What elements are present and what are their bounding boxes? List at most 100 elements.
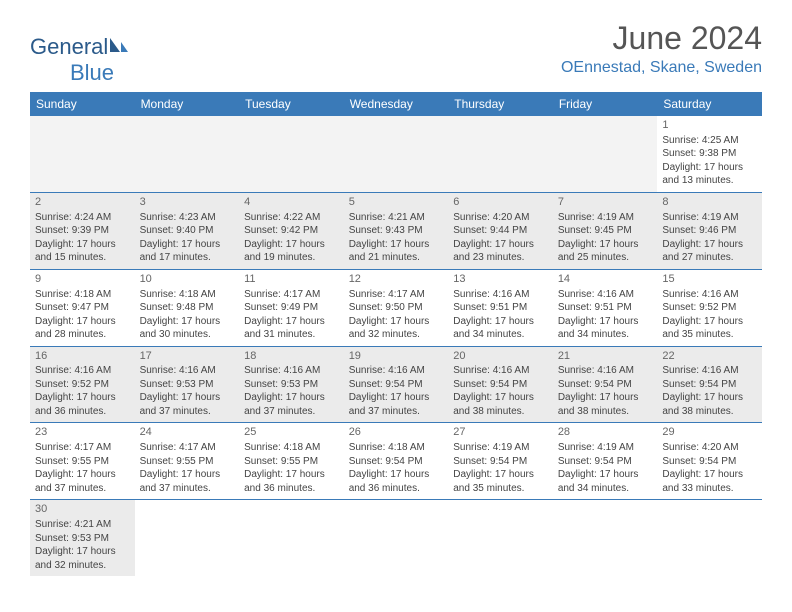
- sunrise-text: Sunrise: 4:21 AM: [35, 518, 130, 532]
- day-number: 11: [244, 272, 339, 287]
- sunrise-text: Sunrise: 4:16 AM: [453, 364, 548, 378]
- daylight-text: Daylight: 17 hours: [453, 238, 548, 252]
- day-number: 17: [140, 349, 235, 364]
- calendar-cell: 5Sunrise: 4:21 AMSunset: 9:43 PMDaylight…: [344, 192, 449, 269]
- daylight-text: Daylight: 17 hours: [244, 238, 339, 252]
- sunrise-text: Sunrise: 4:16 AM: [35, 364, 130, 378]
- day-number: 9: [35, 272, 130, 287]
- weekday-header: Monday: [135, 92, 240, 116]
- calendar-cell: 10Sunrise: 4:18 AMSunset: 9:48 PMDayligh…: [135, 269, 240, 346]
- day-number: 24: [140, 425, 235, 440]
- daylight-text: and 36 minutes.: [349, 482, 444, 496]
- daylight-text: and 35 minutes.: [662, 328, 757, 342]
- daylight-text: and 15 minutes.: [35, 251, 130, 265]
- sunrise-text: Sunrise: 4:16 AM: [558, 364, 653, 378]
- daylight-text: and 25 minutes.: [558, 251, 653, 265]
- daylight-text: Daylight: 17 hours: [662, 468, 757, 482]
- sunset-text: Sunset: 9:51 PM: [453, 301, 548, 315]
- sunset-text: Sunset: 9:55 PM: [35, 455, 130, 469]
- calendar-cell: 30Sunrise: 4:21 AMSunset: 9:53 PMDayligh…: [30, 500, 135, 576]
- sunrise-text: Sunrise: 4:25 AM: [662, 134, 757, 148]
- sunset-text: Sunset: 9:53 PM: [140, 378, 235, 392]
- daylight-text: Daylight: 17 hours: [140, 391, 235, 405]
- calendar-table: SundayMondayTuesdayWednesdayThursdayFrid…: [30, 92, 762, 576]
- calendar-cell: 21Sunrise: 4:16 AMSunset: 9:54 PMDayligh…: [553, 346, 658, 423]
- sunrise-text: Sunrise: 4:21 AM: [349, 211, 444, 225]
- calendar-cell: 3Sunrise: 4:23 AMSunset: 9:40 PMDaylight…: [135, 192, 240, 269]
- daylight-text: Daylight: 17 hours: [558, 468, 653, 482]
- day-number: 28: [558, 425, 653, 440]
- calendar-cell: 2Sunrise: 4:24 AMSunset: 9:39 PMDaylight…: [30, 192, 135, 269]
- calendar-row: 23Sunrise: 4:17 AMSunset: 9:55 PMDayligh…: [30, 423, 762, 500]
- day-number: 4: [244, 195, 339, 210]
- calendar-cell: 14Sunrise: 4:16 AMSunset: 9:51 PMDayligh…: [553, 269, 658, 346]
- calendar-cell: 4Sunrise: 4:22 AMSunset: 9:42 PMDaylight…: [239, 192, 344, 269]
- sunrise-text: Sunrise: 4:16 AM: [662, 288, 757, 302]
- title-block: June 2024 OEnnestad, Skane, Sweden: [561, 20, 762, 77]
- sunset-text: Sunset: 9:54 PM: [558, 378, 653, 392]
- sunset-text: Sunset: 9:47 PM: [35, 301, 130, 315]
- calendar-cell: 28Sunrise: 4:19 AMSunset: 9:54 PMDayligh…: [553, 423, 658, 500]
- sunrise-text: Sunrise: 4:17 AM: [244, 288, 339, 302]
- sunset-text: Sunset: 9:54 PM: [662, 455, 757, 469]
- sunset-text: Sunset: 9:49 PM: [244, 301, 339, 315]
- day-number: 7: [558, 195, 653, 210]
- calendar-cell-empty: [448, 116, 553, 192]
- header: GeneralBlue June 2024 OEnnestad, Skane, …: [30, 20, 762, 86]
- sunset-text: Sunset: 9:53 PM: [35, 532, 130, 546]
- daylight-text: Daylight: 17 hours: [558, 315, 653, 329]
- daylight-text: Daylight: 17 hours: [349, 468, 444, 482]
- sunrise-text: Sunrise: 4:18 AM: [35, 288, 130, 302]
- calendar-cell: 18Sunrise: 4:16 AMSunset: 9:53 PMDayligh…: [239, 346, 344, 423]
- daylight-text: Daylight: 17 hours: [453, 391, 548, 405]
- daylight-text: and 36 minutes.: [35, 405, 130, 419]
- calendar-cell-empty: [239, 500, 344, 576]
- daylight-text: and 35 minutes.: [453, 482, 548, 496]
- calendar-cell: 9Sunrise: 4:18 AMSunset: 9:47 PMDaylight…: [30, 269, 135, 346]
- daylight-text: and 38 minutes.: [558, 405, 653, 419]
- calendar-cell-empty: [553, 116, 658, 192]
- daylight-text: and 31 minutes.: [244, 328, 339, 342]
- sunrise-text: Sunrise: 4:17 AM: [349, 288, 444, 302]
- sunset-text: Sunset: 9:53 PM: [244, 378, 339, 392]
- day-number: 19: [349, 349, 444, 364]
- day-number: 5: [349, 195, 444, 210]
- daylight-text: and 38 minutes.: [662, 405, 757, 419]
- sunrise-text: Sunrise: 4:16 AM: [140, 364, 235, 378]
- daylight-text: and 21 minutes.: [349, 251, 444, 265]
- calendar-cell: 8Sunrise: 4:19 AMSunset: 9:46 PMDaylight…: [657, 192, 762, 269]
- sunset-text: Sunset: 9:43 PM: [349, 224, 444, 238]
- daylight-text: Daylight: 17 hours: [453, 468, 548, 482]
- daylight-text: Daylight: 17 hours: [558, 391, 653, 405]
- sunrise-text: Sunrise: 4:19 AM: [662, 211, 757, 225]
- brand-name: GeneralBlue: [30, 34, 130, 86]
- sunset-text: Sunset: 9:48 PM: [140, 301, 235, 315]
- sunrise-text: Sunrise: 4:19 AM: [558, 441, 653, 455]
- day-number: 3: [140, 195, 235, 210]
- day-number: 13: [453, 272, 548, 287]
- calendar-row: 2Sunrise: 4:24 AMSunset: 9:39 PMDaylight…: [30, 192, 762, 269]
- sunrise-text: Sunrise: 4:20 AM: [662, 441, 757, 455]
- day-number: 25: [244, 425, 339, 440]
- calendar-cell: 29Sunrise: 4:20 AMSunset: 9:54 PMDayligh…: [657, 423, 762, 500]
- sunset-text: Sunset: 9:54 PM: [453, 455, 548, 469]
- sunrise-text: Sunrise: 4:18 AM: [140, 288, 235, 302]
- day-number: 15: [662, 272, 757, 287]
- daylight-text: Daylight: 17 hours: [244, 468, 339, 482]
- daylight-text: and 28 minutes.: [35, 328, 130, 342]
- calendar-cell-empty: [344, 500, 449, 576]
- daylight-text: and 37 minutes.: [140, 405, 235, 419]
- daylight-text: and 13 minutes.: [662, 174, 757, 188]
- daylight-text: and 37 minutes.: [349, 405, 444, 419]
- day-number: 30: [35, 502, 130, 517]
- sunset-text: Sunset: 9:54 PM: [453, 378, 548, 392]
- weekday-header: Sunday: [30, 92, 135, 116]
- sail-icon: [108, 34, 130, 60]
- sunrise-text: Sunrise: 4:16 AM: [558, 288, 653, 302]
- daylight-text: Daylight: 17 hours: [349, 391, 444, 405]
- brand-name-part1: General: [30, 34, 108, 59]
- calendar-row: 9Sunrise: 4:18 AMSunset: 9:47 PMDaylight…: [30, 269, 762, 346]
- day-number: 2: [35, 195, 130, 210]
- sunrise-text: Sunrise: 4:17 AM: [35, 441, 130, 455]
- daylight-text: Daylight: 17 hours: [35, 391, 130, 405]
